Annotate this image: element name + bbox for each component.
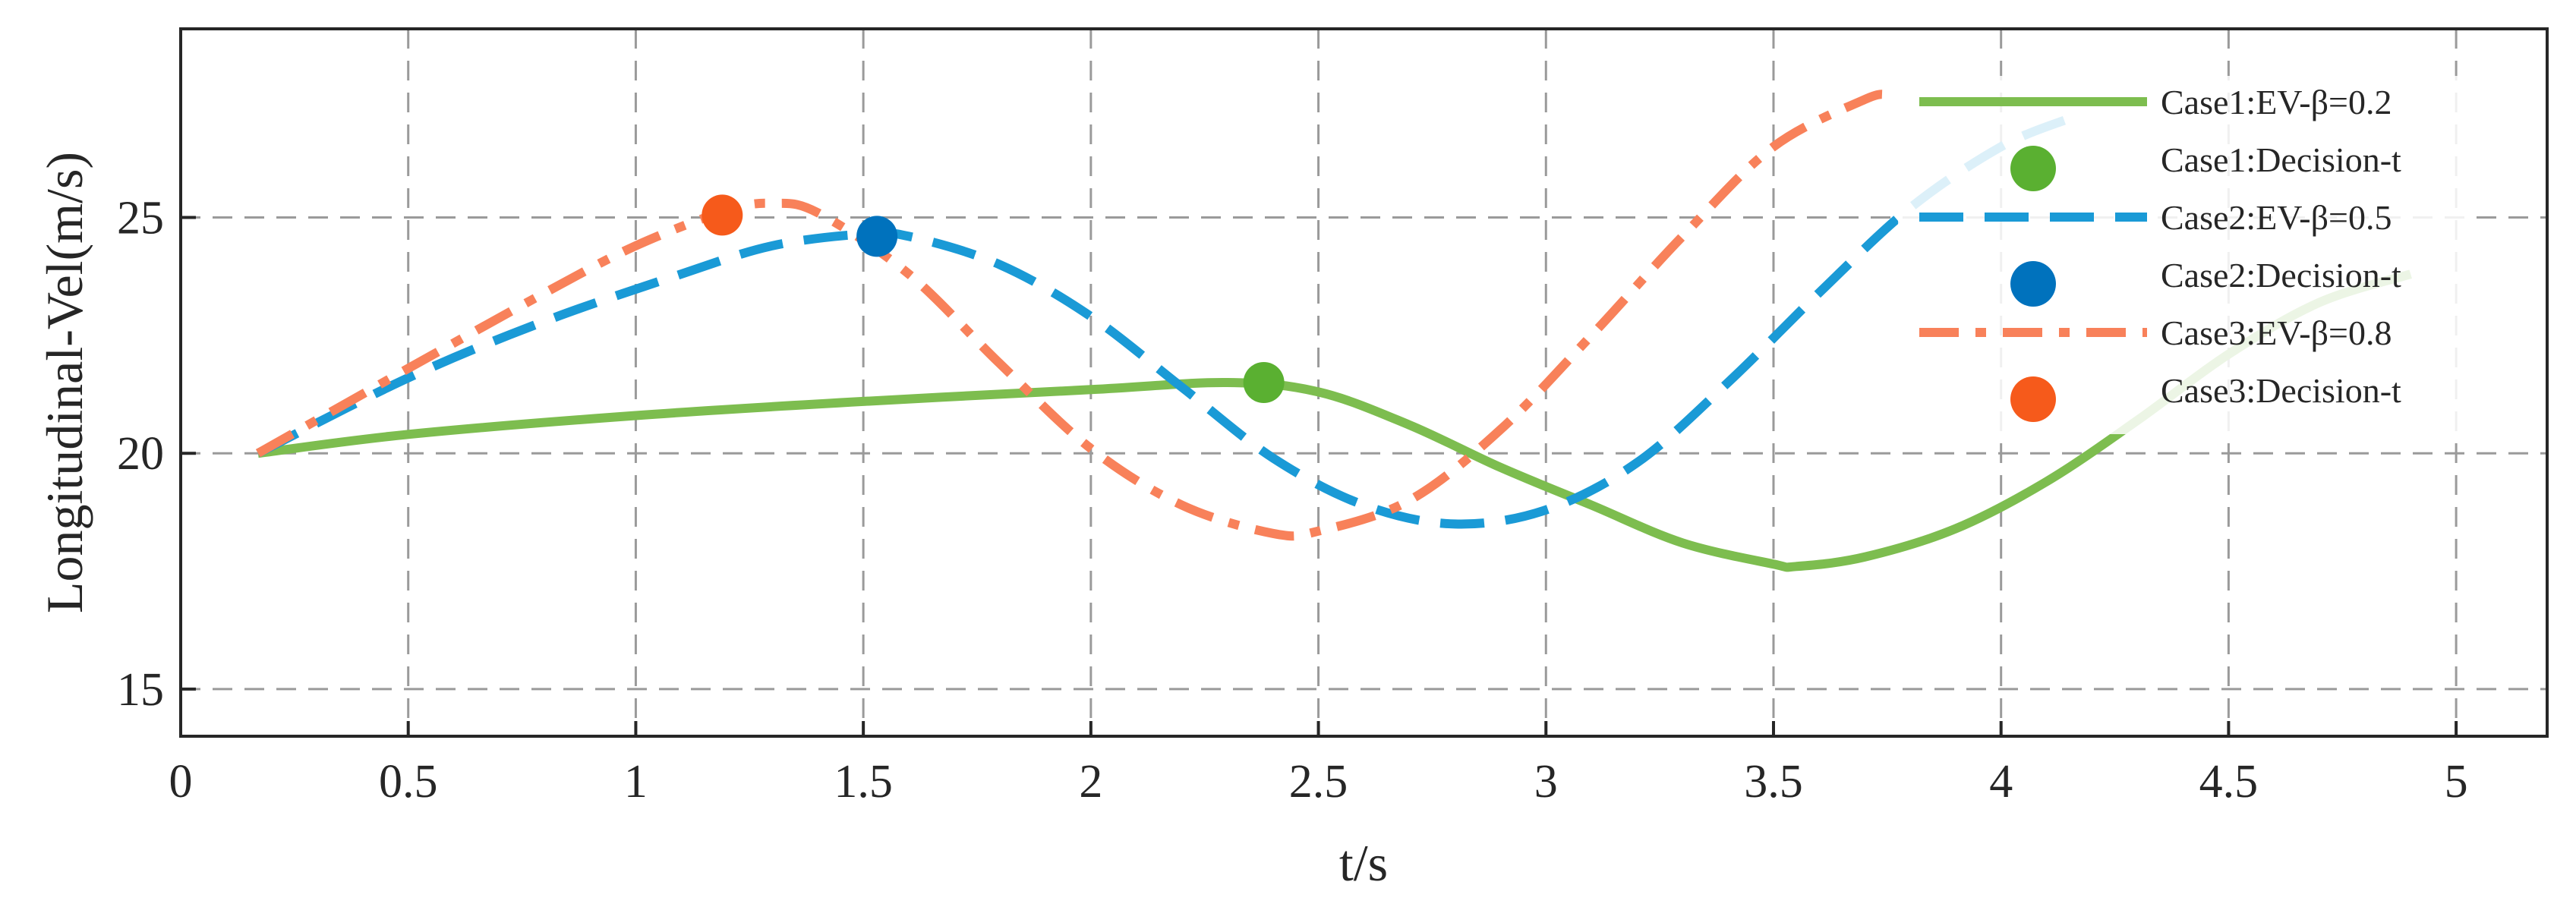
axis-ticks: 0 0.5 1 1.5 2 2.5 3 3.5 4 4.5 5 15 20 25 bbox=[117, 193, 2468, 808]
legend-label: Case2:EV-β=0.5 bbox=[2161, 198, 2392, 237]
x-tick-label: 0 bbox=[169, 756, 193, 808]
series-line bbox=[257, 269, 2412, 572]
x-tick-label: 5 bbox=[2445, 756, 2468, 808]
decision-marker bbox=[1243, 362, 1285, 403]
axes-box bbox=[179, 27, 2549, 738]
legend-marker-swatch bbox=[2010, 376, 2056, 422]
x-tick-label: 3 bbox=[1534, 756, 1558, 808]
x-tick-label: 2.5 bbox=[1289, 756, 1348, 808]
legend-background bbox=[1898, 76, 2475, 434]
legend-label: Case1:EV-β=0.2 bbox=[2161, 83, 2392, 121]
legend-label: Case2:Decision-t bbox=[2161, 256, 2401, 294]
x-tick-label: 4 bbox=[1989, 756, 2013, 808]
y-tick-label: 25 bbox=[117, 193, 164, 244]
legend-marker-swatch bbox=[2010, 146, 2056, 191]
x-tick-label: 4.5 bbox=[2199, 756, 2259, 808]
x-tick-label: 3.5 bbox=[1744, 756, 1803, 808]
decision-marker bbox=[702, 194, 743, 236]
legend-label: Case3:EV-β=0.8 bbox=[2161, 313, 2392, 352]
series-line bbox=[256, 114, 2071, 529]
legend-label: Case1:Decision-t bbox=[2161, 140, 2401, 179]
x-tick-label: 1.5 bbox=[834, 756, 893, 808]
series-line bbox=[255, 90, 1888, 541]
series-layer bbox=[255, 90, 2412, 572]
legend: Case1:EV-β=0.2 Case1:Decision-t Case2:EV-β… bbox=[1898, 76, 2475, 434]
x-tick-label: 0.5 bbox=[379, 756, 438, 808]
legend-label: Case3:Decision-t bbox=[2161, 371, 2401, 410]
x-tick-label: 2 bbox=[1079, 756, 1102, 808]
x-axis-title: t/s bbox=[1339, 834, 1388, 892]
y-tick-label: 20 bbox=[117, 428, 164, 480]
y-tick-label: 15 bbox=[117, 664, 164, 716]
y-axis-title: Longitudinal-Vel(m/s) bbox=[36, 152, 93, 613]
x-tick-label: 1 bbox=[624, 756, 648, 808]
decision-marker bbox=[856, 216, 898, 257]
legend-marker-swatch bbox=[2010, 261, 2056, 307]
